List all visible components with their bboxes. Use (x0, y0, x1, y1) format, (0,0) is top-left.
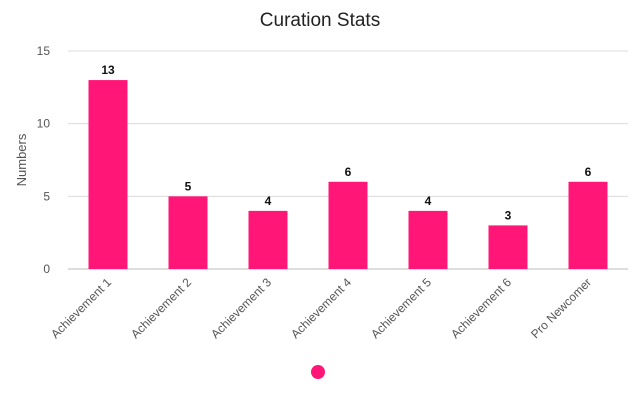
bar (488, 225, 528, 269)
data-label: 13 (101, 63, 115, 77)
x-tick-label: Achievement 3 (208, 275, 274, 341)
y-tick-labels: 0 5 10 15 (37, 44, 51, 276)
bar (408, 210, 448, 269)
bar (168, 196, 208, 269)
legend (311, 365, 325, 379)
data-label: 4 (425, 194, 432, 208)
data-label: 5 (185, 179, 192, 193)
data-label: 6 (585, 165, 592, 179)
data-label: 3 (505, 208, 512, 222)
data-labels: 13 5 4 6 4 3 6 (101, 63, 591, 222)
y-tick-label: 15 (37, 44, 51, 58)
x-tick-label: Pro Newcomer (528, 275, 594, 341)
x-tick-label: Achievement 1 (48, 275, 114, 341)
bar (248, 210, 288, 269)
bar (88, 80, 128, 269)
legend-marker (311, 365, 325, 379)
bars (88, 80, 608, 269)
y-tick-label: 10 (37, 117, 51, 131)
y-tick-label: 0 (43, 262, 50, 276)
data-label: 4 (265, 194, 272, 208)
x-tick-label: Achievement 2 (128, 275, 194, 341)
x-tick-label: Achievement 4 (288, 275, 354, 341)
data-label: 6 (345, 165, 352, 179)
x-tick-label: Achievement 6 (448, 275, 514, 341)
bar (568, 181, 608, 269)
y-tick-label: 5 (43, 189, 50, 203)
y-axis-label: Numbers (14, 133, 29, 186)
chart-title: Curation Stats (260, 10, 380, 31)
x-tick-label: Achievement 5 (368, 275, 434, 341)
bar (328, 181, 368, 269)
